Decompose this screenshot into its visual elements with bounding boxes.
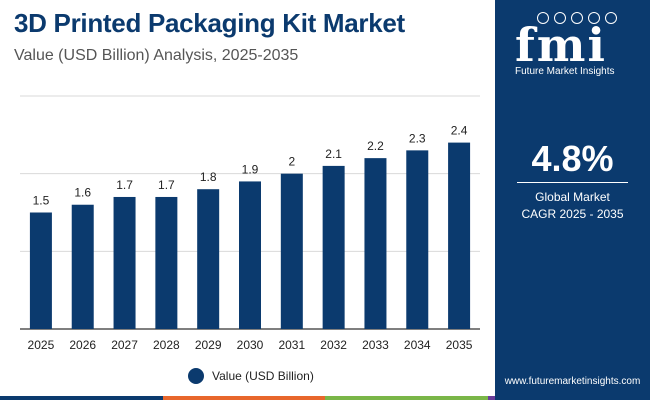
value-label-2027: 1.7: [116, 178, 133, 192]
circle-icon: [588, 12, 600, 24]
chart-title: 3D Printed Packaging Kit Market: [14, 8, 405, 38]
value-label-2029: 1.8: [200, 170, 217, 184]
value-label-2031: 2: [288, 155, 295, 169]
value-labels: 1.5 1.6 1.7 1.7 1.8 1.9 2 2.1 2.2 2.3 2.4: [33, 124, 468, 208]
bar-2032[interactable]: [322, 165, 345, 329]
website-link[interactable]: www.futuremarketinsights.com: [504, 376, 641, 387]
chart-subtitle: Value (USD Billion) Analysis, 2025-2035: [14, 47, 299, 64]
bottom-bar-segment-3: [325, 396, 488, 400]
bottom-bar-segment-1: [0, 396, 163, 400]
value-label-2034: 2.3: [409, 131, 426, 145]
value-label-2026: 1.6: [74, 186, 91, 200]
legend-swatch: [188, 368, 204, 384]
value-label-2028: 1.7: [158, 178, 175, 192]
bar-2025[interactable]: [29, 212, 52, 330]
logo-text: Future Market Insights: [515, 66, 615, 77]
bar-2034[interactable]: [406, 150, 429, 329]
x-tick-2034: 2034: [404, 338, 431, 352]
circle-icon: [605, 12, 617, 24]
circle-icon: [554, 12, 566, 24]
cagr-label-market: Global Market: [535, 190, 610, 204]
side-panel: fmi Future Market Insights 4.8% Global M…: [495, 0, 650, 400]
legend[interactable]: Value (USD Billion): [188, 366, 314, 386]
bars: [29, 142, 471, 330]
value-label-2025: 1.5: [33, 194, 50, 208]
x-tick-2030: 2030: [237, 338, 264, 352]
x-tick-2029: 2029: [195, 338, 222, 352]
x-tick-2035: 2035: [446, 338, 473, 352]
x-tick-2027: 2027: [111, 338, 138, 352]
bar-2033[interactable]: [364, 158, 387, 329]
bar-2031[interactable]: [280, 173, 303, 329]
bar-2030[interactable]: [239, 181, 261, 329]
x-tick-2031: 2031: [278, 338, 305, 352]
bar-2029[interactable]: [197, 189, 220, 329]
legend-label: Value (USD Billion): [212, 369, 314, 383]
value-label-2033: 2.2: [367, 139, 384, 153]
logo-icons: [537, 12, 619, 28]
bottom-bar-segment-2: [162, 396, 325, 400]
cagr-value: 4.8%: [531, 138, 614, 179]
value-label-2030: 1.9: [242, 162, 259, 176]
value-label-2032: 2.1: [325, 147, 342, 161]
x-tick-2028: 2028: [153, 338, 180, 352]
value-label-2035: 2.4: [451, 124, 468, 138]
cagr-label-period: CAGR 2025 - 2035: [521, 207, 624, 221]
bar-2028[interactable]: [155, 196, 178, 329]
x-tick-2025: 2025: [28, 338, 55, 352]
bar-2027[interactable]: [113, 196, 136, 329]
x-tick-labels: 2025 2026 2027 2028 2029 2030 2031 2032 2033 2034…: [28, 338, 473, 352]
bar-chart: 1.5 1.6 1.7 1.7 1.8 1.9 2 2.1 2.2 2.3 2.4 2025 2026…: [20, 95, 480, 352]
circle-icon: [537, 12, 549, 24]
bar-2035[interactable]: [448, 142, 471, 329]
x-tick-2032: 2032: [320, 338, 347, 352]
cagr-divider: [517, 182, 628, 183]
x-tick-2026: 2026: [69, 338, 96, 352]
x-tick-2033: 2033: [362, 338, 389, 352]
logo-mark: fmi: [515, 18, 607, 72]
bar-2026[interactable]: [71, 204, 94, 329]
circle-icon: [571, 12, 583, 24]
